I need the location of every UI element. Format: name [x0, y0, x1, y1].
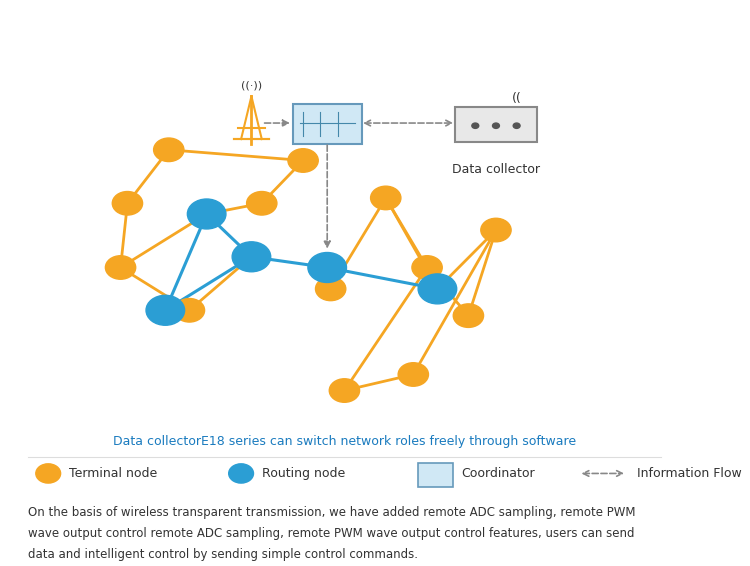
- Circle shape: [398, 363, 428, 386]
- Text: Routing node: Routing node: [262, 467, 345, 480]
- FancyBboxPatch shape: [454, 107, 537, 142]
- Circle shape: [154, 138, 184, 161]
- Circle shape: [316, 277, 346, 301]
- Circle shape: [493, 123, 500, 128]
- Circle shape: [229, 464, 254, 483]
- Circle shape: [370, 186, 401, 210]
- Text: ((·)): ((·)): [241, 80, 262, 90]
- Circle shape: [288, 149, 318, 172]
- Circle shape: [174, 298, 205, 322]
- Circle shape: [232, 242, 271, 272]
- Text: Data collector: Data collector: [452, 163, 540, 176]
- Circle shape: [412, 256, 442, 279]
- Circle shape: [247, 191, 277, 215]
- Circle shape: [308, 252, 347, 282]
- Circle shape: [453, 304, 484, 327]
- Text: Terminal node: Terminal node: [69, 467, 158, 480]
- FancyBboxPatch shape: [292, 104, 362, 144]
- Text: On the basis of wireless transparent transmission, we have added remote ADC samp: On the basis of wireless transparent tra…: [28, 505, 635, 560]
- Text: Coordinator: Coordinator: [461, 467, 536, 480]
- Circle shape: [36, 464, 61, 483]
- Circle shape: [106, 256, 136, 279]
- Circle shape: [188, 199, 226, 229]
- Text: Data collectorE18 series can switch network roles freely through software: Data collectorE18 series can switch netw…: [112, 435, 576, 448]
- Circle shape: [112, 191, 142, 215]
- Text: Information Flow: Information Flow: [638, 467, 742, 480]
- Circle shape: [513, 123, 520, 128]
- Text: ((: ((: [512, 92, 521, 105]
- FancyBboxPatch shape: [419, 464, 453, 487]
- Circle shape: [146, 295, 184, 325]
- Circle shape: [481, 218, 511, 242]
- Circle shape: [472, 123, 478, 128]
- Text: Mesh Network: Mesh Network: [45, 33, 190, 51]
- Circle shape: [419, 274, 457, 304]
- Circle shape: [329, 379, 359, 402]
